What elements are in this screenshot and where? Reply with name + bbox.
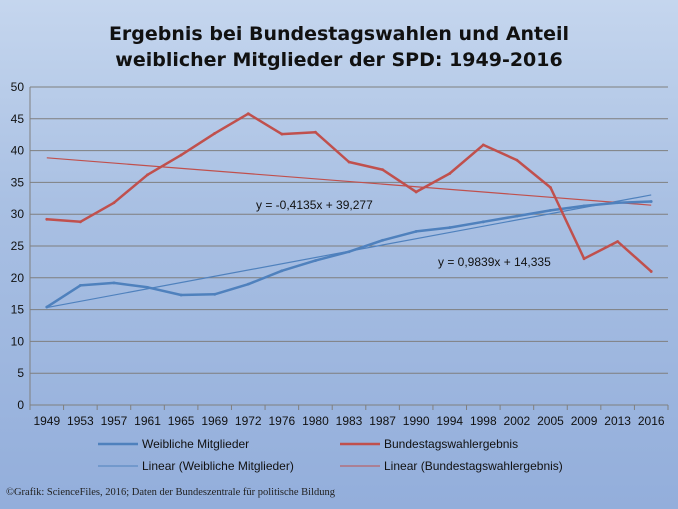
equation-bundestagswahlergebnis: y = -0,4135x + 39,277	[256, 198, 373, 212]
trendline-equations: y = -0,4135x + 39,277 y = 0,9839x + 14,3…	[256, 198, 551, 269]
y-tick-label: 15	[11, 303, 25, 317]
x-tick-label: 1953	[67, 414, 94, 428]
legend-label: Linear (Bundestagswahlergebnis)	[384, 459, 563, 473]
x-tick-label: 1961	[134, 414, 161, 428]
data-point	[448, 226, 452, 229]
x-tick-label: 1976	[268, 414, 295, 428]
legend: Weibliche Mitglieder Bundestagswahlergeb…	[98, 437, 563, 473]
data-point	[549, 208, 552, 212]
x-tick-label: 1949	[33, 414, 60, 428]
data-point	[246, 112, 250, 116]
gridlines	[30, 86, 668, 406]
x-tick-label: 1987	[369, 414, 396, 428]
data-point	[414, 229, 418, 233]
data-point	[515, 214, 519, 218]
x-tick-label: 2002	[504, 414, 531, 428]
data-point	[280, 132, 284, 136]
y-tick-label: 25	[11, 239, 25, 253]
legend-item-linear-weibliche-mitglieder: Linear (Weibliche Mitglieder)	[98, 459, 294, 473]
data-point	[582, 257, 586, 261]
legend-label: Linear (Weibliche Mitglieder)	[142, 459, 294, 473]
x-tick-label: 1983	[336, 414, 363, 428]
data-point	[347, 250, 351, 254]
data-point	[381, 238, 384, 242]
x-tick-label: 1969	[201, 414, 228, 428]
x-tick-label: 2009	[571, 414, 598, 428]
data-point	[112, 201, 116, 205]
x-tick-label: 1972	[235, 414, 262, 428]
y-tick-label: 5	[17, 366, 24, 380]
data-point	[481, 143, 485, 147]
data-point	[481, 220, 485, 224]
data-point	[146, 173, 149, 177]
data-point	[616, 201, 620, 205]
y-tick-label: 40	[11, 144, 25, 158]
data-point	[381, 168, 384, 172]
y-tick-label: 35	[11, 175, 25, 189]
x-tick-label: 1957	[101, 414, 128, 428]
chart-title-line-1: Ergebnis bei Bundestagswahlen und Anteil	[109, 23, 569, 45]
data-point	[78, 284, 82, 287]
series-line-bundestagswahlergebnis	[45, 112, 653, 273]
x-tick-label: 2016	[638, 414, 665, 428]
equation-weibliche-mitglieder: y = 0,9839x + 14,335	[438, 255, 551, 269]
y-tick-label: 45	[11, 112, 25, 126]
data-point	[179, 293, 183, 297]
x-tick-label: 2005	[537, 414, 564, 428]
data-point	[414, 190, 418, 194]
x-tick-label: 1994	[436, 414, 463, 428]
data-point	[179, 153, 183, 157]
y-tick-label: 0	[17, 398, 24, 412]
data-point	[582, 204, 586, 208]
legend-label: Weibliche Mitglieder	[142, 437, 249, 451]
y-axis: 0 5 10 15 20 25 30 35 40 45 50	[11, 80, 31, 412]
data-point	[515, 158, 519, 162]
x-tick-label: 1965	[168, 414, 195, 428]
data-point	[213, 292, 217, 296]
data-point	[78, 220, 82, 224]
source-footer: ©Grafik: ScienceFiles, 2016; Daten der B…	[6, 487, 336, 498]
data-point	[112, 281, 116, 285]
data-point	[246, 282, 250, 286]
x-tick-label: 1980	[302, 414, 329, 428]
y-tick-label: 50	[11, 80, 25, 94]
data-point	[347, 160, 351, 164]
data-point	[45, 305, 49, 309]
legend-item-weibliche-mitglieder: Weibliche Mitglieder	[98, 437, 249, 451]
y-tick-label: 10	[11, 334, 25, 348]
chart-title: Ergebnis bei Bundestagswahlen und Anteil…	[109, 23, 569, 71]
chart-title-line-2: weiblicher Mitglieder der SPD: 1949-2016	[115, 49, 562, 71]
data-point	[649, 200, 653, 203]
x-tick-label: 1990	[403, 414, 430, 428]
y-tick-label: 30	[11, 207, 25, 221]
data-point	[448, 172, 452, 175]
y-tick-label: 20	[11, 271, 25, 285]
data-point	[213, 132, 217, 135]
legend-item-linear-bundestagswahlergebnis: Linear (Bundestagswahlergebnis)	[340, 459, 563, 473]
x-axis: 1949 1953 1957 1961 1965 1969 1972 1976 1980 1983…	[29, 404, 669, 428]
series-lines	[45, 112, 653, 309]
legend-label: Bundestagswahlergebnis	[384, 437, 518, 451]
data-point	[314, 130, 317, 134]
data-point	[45, 217, 49, 221]
data-point	[649, 270, 653, 273]
data-point	[146, 285, 149, 289]
legend-item-bundestagswahlergebnis: Bundestagswahlergebnis	[340, 437, 518, 451]
data-point	[314, 259, 317, 263]
trendline-bundestagswahlergebnis	[46, 157, 652, 206]
data-point	[616, 240, 620, 243]
x-tick-label: 2013	[604, 414, 631, 428]
x-tick-label: 1998	[470, 414, 497, 428]
data-point	[280, 269, 284, 273]
data-point	[549, 186, 552, 189]
